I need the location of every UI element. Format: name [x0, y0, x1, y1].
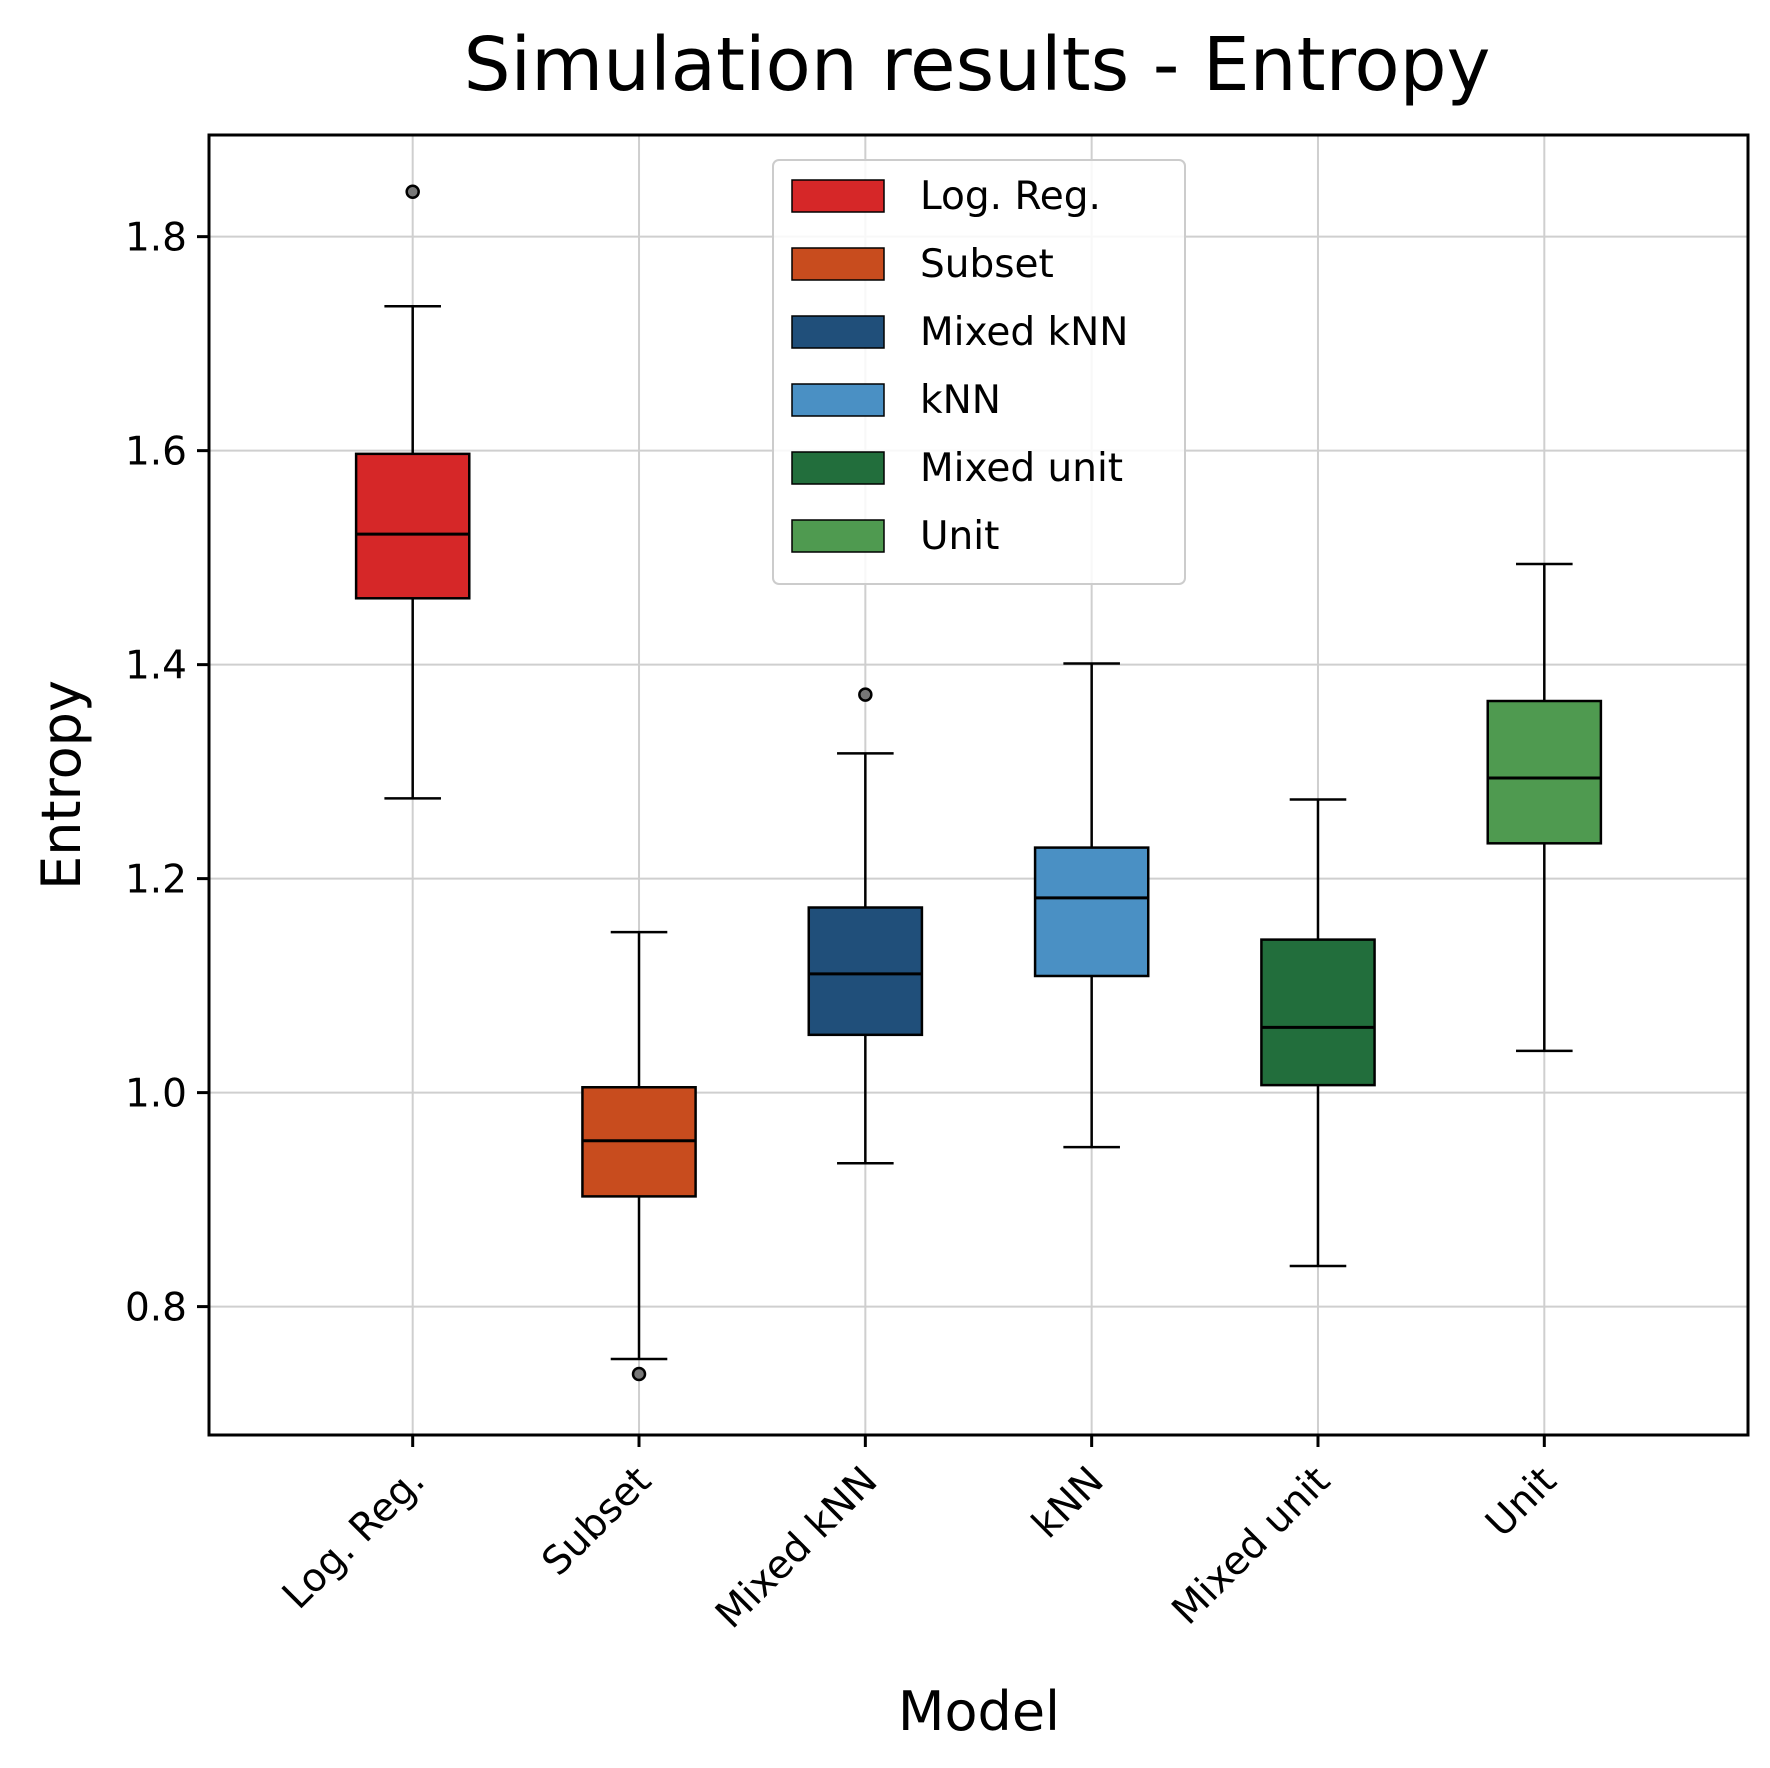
legend-swatch [791, 451, 885, 485]
legend-swatch [791, 315, 885, 349]
legend-label: Unit [920, 514, 999, 559]
legend-swatch [791, 179, 885, 213]
legend-label: Log. Reg. [920, 174, 1101, 219]
chart-title: Simulation results - Entropy [464, 22, 1491, 108]
iqr-box [1260, 938, 1376, 1087]
legend-swatch [791, 519, 885, 553]
y-tick-label: 1.8 [125, 216, 187, 261]
x-axis: Log. Reg. Subset Mixed kNN kNN Mixed unit Uni… [274, 1435, 1565, 1637]
x-axis-label: Model [898, 1680, 1060, 1743]
box-log-reg [354, 184, 471, 800]
box-unit [1486, 562, 1603, 1053]
iqr-box [1033, 846, 1150, 978]
x-tick-label: Subset [534, 1458, 660, 1584]
box-plots [354, 184, 1603, 1382]
legend-label: Mixed unit [920, 446, 1123, 491]
x-tick-label: Log. Reg. [274, 1458, 434, 1618]
box-mixed-unit [1260, 798, 1376, 1268]
iqr-box [1486, 699, 1603, 845]
legend: Log. Reg. Subset Mixed kNN kNN Mixed unit Uni… [772, 159, 1186, 585]
y-tick-label: 0.8 [125, 1286, 187, 1331]
legend-swatch [791, 383, 885, 417]
y-tick-label: 1.6 [125, 430, 187, 475]
legend-label: Mixed kNN [920, 310, 1128, 355]
x-tick-label: Mixed unit [1164, 1458, 1339, 1633]
box-mixed-knn [807, 687, 924, 1165]
iqr-box [807, 906, 924, 1037]
legend-label: kNN [920, 378, 1001, 423]
box-subset [581, 930, 697, 1382]
legend-label: Subset [920, 242, 1054, 287]
outlier-point [405, 184, 420, 199]
legend-swatch [791, 247, 885, 281]
y-tick-label: 1.4 [125, 644, 187, 689]
outlier-point [858, 687, 873, 702]
x-tick-label: kNN [1024, 1458, 1113, 1547]
y-axis: 0.8 1.0 1.2 1.4 1.6 1.8 [125, 216, 209, 1331]
box-knn [1033, 662, 1150, 1149]
y-axis-label: Entropy [30, 680, 93, 890]
y-tick-label: 1.2 [125, 858, 187, 903]
iqr-box [354, 452, 471, 600]
y-tick-label: 1.0 [125, 1072, 187, 1117]
x-tick-label: Mixed kNN [707, 1458, 886, 1637]
x-tick-label: Unit [1477, 1458, 1565, 1546]
outlier-point [631, 1366, 647, 1382]
plot-frame [207, 133, 1750, 1437]
